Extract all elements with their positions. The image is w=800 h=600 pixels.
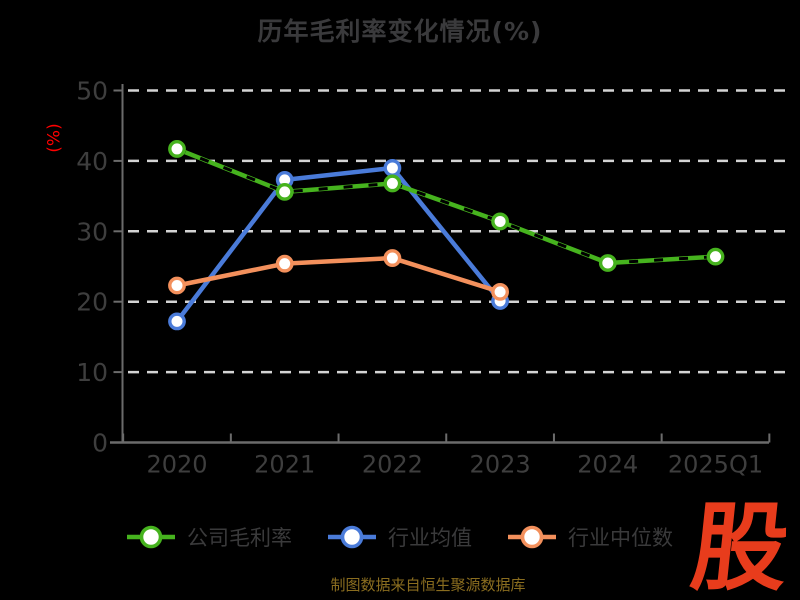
data-source-caption: 制图数据来自恒生聚源数据库 [330,576,526,594]
legend: 公司毛利率 行业均值 行业中位数 [0,514,800,560]
y-tick-label: 30 [76,217,108,246]
data-point-0-2022 [383,174,402,193]
legend-marker-icon [328,525,376,549]
legend-label: 行业均值 [388,526,472,550]
y-tick-label: 50 [76,77,108,106]
data-point-0-2024 [598,254,617,272]
series-line-0 [174,146,718,266]
series-line-overlay-0 [176,147,716,265]
data-point-0-2025Q1 [706,247,725,266]
legend-label: 行业中位数 [568,526,673,550]
data-point-2-2023 [491,282,509,301]
legend-item-1[interactable]: 行业均值 [328,520,472,554]
x-tick-label: 2024 [577,451,638,479]
data-point-0-2023 [491,212,509,231]
data-point-2-2022 [383,249,402,267]
y-tick-label: 40 [76,147,108,176]
y-tick-label: 10 [76,358,108,387]
legend-item-2[interactable]: 行业中位数 [508,520,673,554]
stock-logo: 股 [686,492,794,600]
x-tick-label: 2023 [470,451,531,479]
legend-marker-icon [127,525,175,549]
x-tick-label: 2021 [254,451,315,479]
x-tick-label: 2022 [362,451,423,479]
data-point-1-2022 [383,159,402,177]
legend-item-0[interactable]: 公司毛利率 [127,520,292,554]
legend-marker-icon [508,525,556,549]
data-point-1-2020 [168,312,186,331]
data-point-2-2021 [275,254,294,273]
legend-label: 公司毛利率 [187,526,292,550]
series-line-1 [174,165,503,324]
data-point-2-2020 [168,276,186,295]
chart-title: 历年毛利率变化情况(%) [257,17,543,46]
x-tick-label: 2020 [146,451,207,479]
data-point-0-2021 [275,182,294,201]
data-point-0-2020 [168,140,186,158]
y-tick-label: 20 [76,288,108,317]
y-tick-label: 0 [92,429,108,458]
x-tick-label: 2025Q1 [668,451,763,479]
series-line-2 [174,255,503,295]
